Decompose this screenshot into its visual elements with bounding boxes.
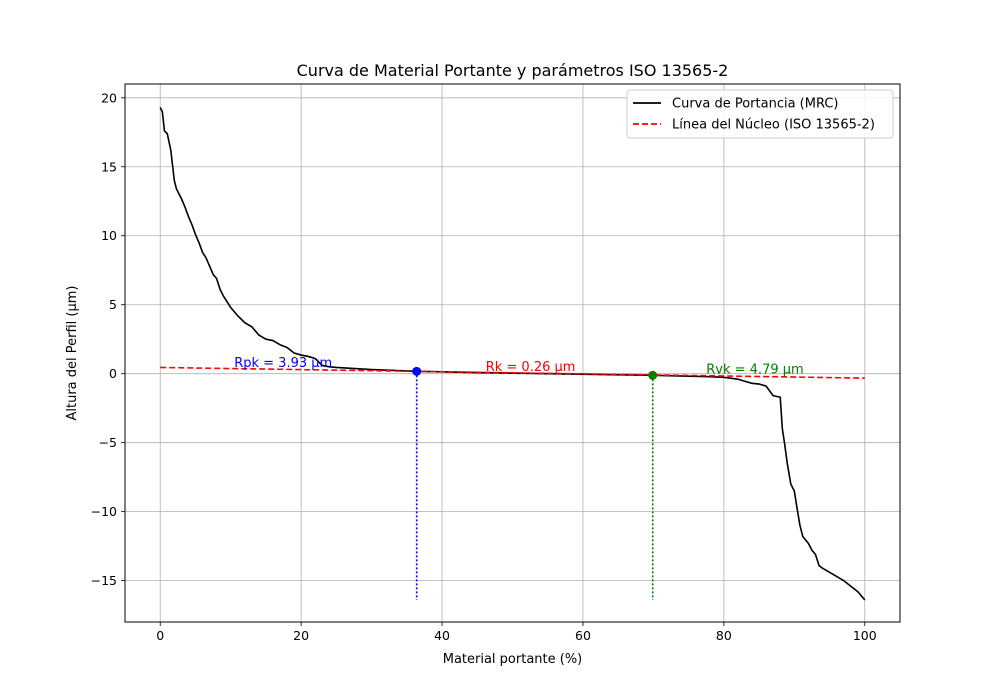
y-tick-label: −5 [99, 435, 117, 450]
axis-ticks: 0 20 40 60 80 100 −15 −10 −5 0 5 10 15 20 [91, 90, 877, 643]
x-tick-label: 80 [716, 628, 732, 643]
rvk-annotation: Rvk = 4.79 µm [706, 363, 803, 378]
x-axis-title: Material portante (%) [443, 652, 583, 667]
core-line [160, 366, 865, 379]
legend-entry-core-line: Línea del Núcleo (ISO 13565-2) [672, 118, 875, 133]
x-tick-label: 40 [434, 628, 450, 643]
x-tick-label: 0 [156, 628, 164, 643]
y-tick-label: 20 [101, 90, 117, 105]
legend-entry-mrc: Curva de Portancia (MRC) [672, 97, 839, 112]
marker-point-1 [412, 366, 422, 376]
plot-background [125, 84, 900, 622]
plot-area: Rpk = 3.93 µm Rk = 0.26 µm Rvk = 4.79 µm [159, 107, 866, 601]
legend: Curva de Portancia (MRC) Línea del Núcle… [626, 89, 894, 139]
legend-box [626, 89, 894, 139]
y-tick-label: −10 [91, 504, 117, 519]
rk-annotation: Rk = 0.26 µm [486, 360, 576, 375]
y-tick-label: 5 [109, 297, 117, 312]
x-tick-label: 20 [293, 628, 309, 643]
y-tick-label: −15 [91, 573, 117, 588]
y-tick-label: 0 [109, 366, 117, 381]
chart-title: Curva de Material Portante y parámetros … [297, 61, 729, 80]
plot-frame [124, 83, 901, 623]
y-tick-label: 10 [101, 228, 117, 243]
rpk-annotation: Rpk = 3.93 µm [234, 356, 332, 371]
marker-point-2 [648, 370, 658, 380]
x-tick-label: 60 [575, 628, 591, 643]
y-axis-title: Altura del Perfil (µm) [65, 285, 80, 420]
mrc-curve-line [159, 107, 866, 601]
y-tick-label: 15 [101, 159, 117, 174]
x-tick-label: 100 [853, 628, 877, 643]
